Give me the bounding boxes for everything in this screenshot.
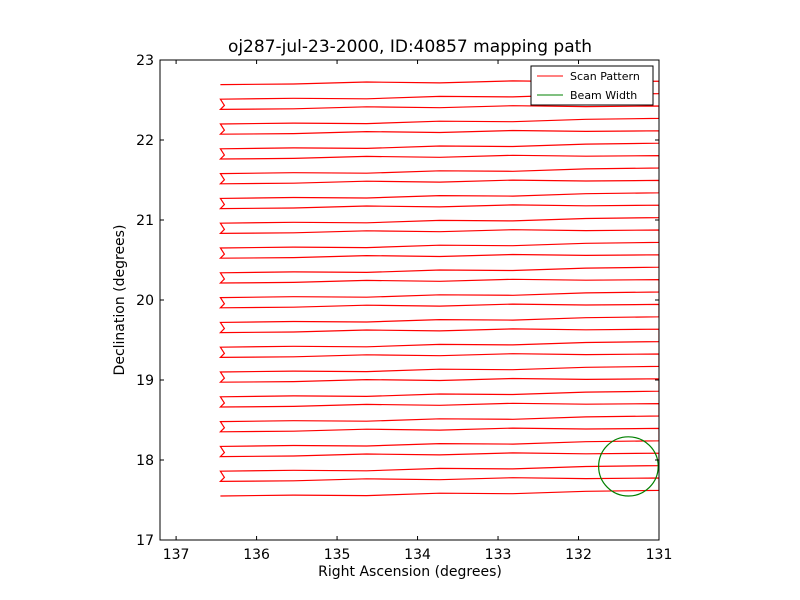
legend-label-scan-pattern: Scan Pattern — [570, 70, 640, 83]
x-axis-label: Right Ascension (degrees) — [318, 564, 502, 580]
series-layer — [218, 80, 659, 497]
x-tick-label: 136 — [243, 547, 270, 563]
y-axis-label: Declination (degrees) — [112, 225, 128, 376]
y-tick-label: 22 — [136, 133, 154, 149]
y-tick-label: 19 — [136, 373, 154, 389]
x-tick-label: 137 — [163, 547, 190, 563]
legend-box — [530, 65, 654, 106]
x-axis: 137 136 135 134 133 132 131 — [163, 60, 673, 563]
y-tick-label: 20 — [136, 293, 154, 309]
x-tick-label: 132 — [565, 547, 592, 563]
chart-title: oj287-jul-23-2000, ID:40857 mapping path — [228, 37, 592, 57]
scan-pattern-path — [218, 80, 659, 497]
y-tick-label: 21 — [136, 213, 154, 229]
beam-width-circle — [598, 436, 659, 497]
x-tick-label: 135 — [324, 547, 351, 563]
x-tick-label: 131 — [646, 547, 673, 563]
y-axis: 17 18 19 20 21 22 23 — [136, 53, 659, 549]
x-tick-label: 133 — [485, 547, 512, 563]
legend: Scan Pattern Beam Width — [530, 65, 654, 106]
y-tick-label: 23 — [136, 53, 154, 69]
plot-background — [160, 60, 659, 540]
plot-area — [159, 59, 660, 541]
legend-label-beam-width: Beam Width — [570, 89, 637, 102]
y-tick-label: 17 — [136, 533, 154, 549]
y-tick-label: 18 — [136, 453, 154, 469]
x-tick-label: 134 — [404, 547, 431, 563]
